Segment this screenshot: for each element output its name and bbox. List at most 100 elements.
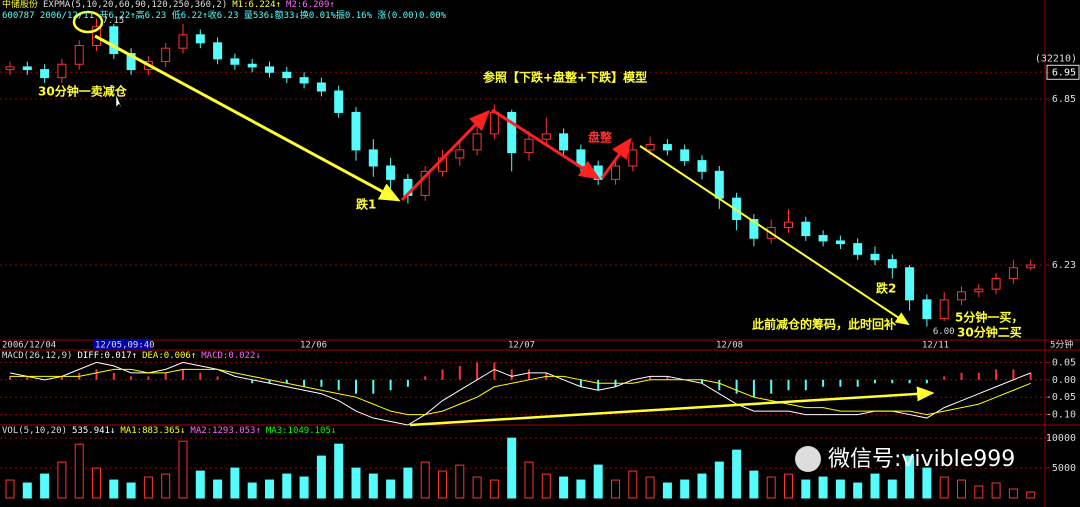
candle-body	[282, 71, 292, 79]
candle-body	[213, 42, 223, 60]
volume-bar	[870, 473, 880, 499]
volume-bar	[455, 464, 465, 499]
volume-bar	[40, 473, 50, 499]
x-tick-label: 12/08	[716, 341, 743, 351]
candle-body	[680, 149, 690, 162]
volume-bar	[559, 476, 569, 499]
candle-body	[784, 221, 793, 229]
annotation: 30分钟二买	[957, 325, 1022, 340]
candle-body	[455, 149, 465, 159]
candle-body	[887, 259, 897, 269]
candle-body	[489, 111, 499, 135]
annotation: 30分钟一卖减仓	[38, 84, 128, 99]
volume-bar	[732, 449, 742, 499]
annotation: 盘整	[588, 130, 612, 145]
macd-line	[10, 368, 1031, 416]
arrow	[409, 386, 935, 427]
y-tick-label: 0.00	[1052, 375, 1076, 386]
macd-header: MACD(26,12,9) DIFF:0.017↑ DEA:0.006↑ MACD:0…	[2, 351, 266, 362]
candle-body	[507, 111, 517, 154]
vol-label: MA1:883.365↓	[120, 426, 186, 436]
candle-body	[161, 47, 171, 63]
volume-bar	[386, 479, 396, 499]
x-tick-label: 12/06	[300, 341, 327, 351]
volume-bar	[213, 479, 223, 499]
low-label: 6.00	[933, 327, 955, 337]
volume-bar	[109, 479, 119, 499]
candle-body	[974, 288, 984, 293]
candle-body	[801, 221, 811, 237]
candle-body	[697, 160, 707, 172]
candle-body	[299, 77, 309, 84]
volume-bar	[662, 482, 672, 499]
marks: 6.95 6.85 6.23 (32210) 7.15 6.00 2006/12/04 12/…	[0, 16, 1080, 499]
candle-body	[853, 243, 863, 255]
volume-bar	[282, 473, 292, 499]
volume-bar	[593, 464, 603, 499]
volume-bar	[524, 461, 534, 499]
y-tick-label: 0.05	[1052, 357, 1076, 368]
annotation: 参照【下跌+盘整+下跌】模型	[483, 70, 647, 85]
volume-bar	[92, 467, 101, 499]
candle-body	[420, 170, 430, 196]
volume-bar	[766, 476, 776, 499]
last-price-box	[1046, 64, 1080, 80]
vol-label: MA2:1293.053↑	[190, 426, 261, 436]
annotation: 跌1	[356, 197, 376, 212]
candle-body	[334, 90, 344, 113]
volume-bar	[905, 455, 915, 499]
candle-body	[541, 133, 551, 140]
volume-bar	[22, 482, 32, 499]
vol-label: MA3:1049.105↓	[265, 426, 337, 436]
volume-bar	[611, 479, 620, 499]
candle-body	[472, 133, 482, 151]
arrow	[491, 108, 601, 180]
volume-bar	[853, 482, 863, 499]
volume-bar	[991, 482, 1001, 499]
candle-body	[662, 144, 672, 151]
m1: M1:6.224↑	[232, 0, 282, 10]
volume-bar	[161, 473, 171, 499]
candle-body	[939, 299, 949, 320]
macd-line	[9, 361, 1031, 426]
candle-body	[22, 66, 32, 71]
candle-body	[559, 133, 569, 151]
volume-bar	[299, 476, 309, 499]
candle-body	[1008, 267, 1018, 279]
volume-bar	[541, 473, 551, 499]
candle-body	[351, 111, 361, 151]
mouse-cursor	[115, 95, 123, 110]
watermark: 微信号:vivible999	[828, 447, 1015, 472]
volume-bar	[749, 470, 759, 499]
annotation: 跌2	[876, 281, 896, 296]
high-label: 7.15	[103, 16, 125, 26]
volume-bar	[438, 470, 447, 499]
candle-body	[247, 63, 257, 68]
candle-body	[732, 197, 742, 221]
x-tick-label: 12/07	[508, 341, 535, 351]
volume-bar	[1026, 491, 1036, 499]
candle-body	[957, 291, 966, 301]
volume-bar	[472, 476, 482, 499]
y-tick-label: 5000	[1052, 463, 1076, 474]
candle-body	[835, 240, 845, 245]
candle-body	[1026, 264, 1036, 269]
volume-bar	[195, 470, 205, 499]
candle-body	[922, 299, 932, 320]
macd-title: MACD(26,12,9)	[2, 351, 73, 361]
macd-label: DEA:0.006↑	[142, 351, 197, 361]
candle-body	[265, 66, 274, 73]
volume-bar	[697, 473, 707, 499]
volume-bar	[576, 479, 586, 499]
arrow	[600, 137, 632, 179]
candle-body	[74, 45, 84, 65]
volume-bar	[714, 461, 724, 499]
volume-bar	[247, 482, 257, 499]
y-tick-label: 6.85	[1052, 94, 1076, 105]
m2: M2:6.209↑	[286, 0, 335, 10]
volume-bar	[974, 485, 984, 499]
candle-body	[749, 219, 759, 239]
volume-bar	[680, 479, 690, 499]
volume-bar	[784, 473, 793, 499]
